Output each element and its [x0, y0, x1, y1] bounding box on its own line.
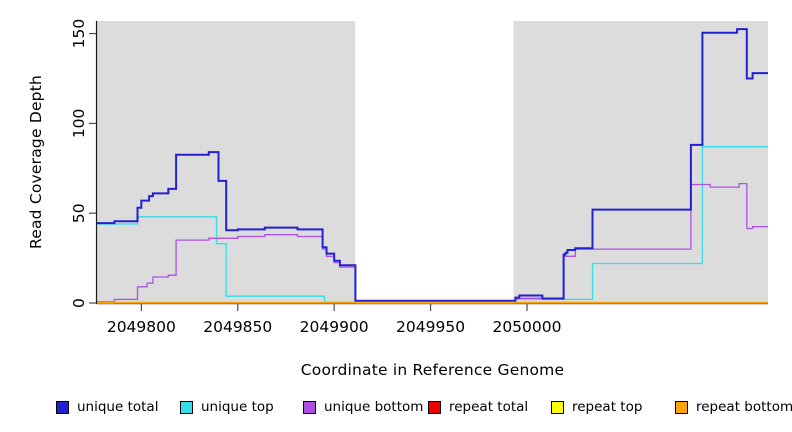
x-tick-label: 2050000 — [492, 318, 561, 336]
y-tick-label: 0 — [70, 298, 88, 308]
legend-label: unique total — [77, 399, 159, 415]
y-tick-label: 150 — [70, 19, 88, 49]
legend-label: unique bottom — [324, 399, 424, 415]
x-tick-label: 2049850 — [203, 318, 272, 336]
x-tick-label: 2049900 — [300, 318, 369, 336]
x-tick-label: 2049800 — [107, 318, 176, 336]
legend-swatch-repeat-total — [428, 400, 441, 414]
legend-item-repeat-bottom: repeat bottom — [675, 399, 792, 415]
y-axis-title: Read Coverage Depth — [27, 74, 45, 250]
legend-swatch-unique-total — [56, 400, 69, 414]
legend-item-unique-total: unique total — [56, 399, 158, 415]
legend-label: repeat total — [449, 399, 529, 415]
legend-swatch-unique-top — [180, 400, 193, 414]
x-tick-label: 2049950 — [396, 318, 465, 336]
legend-item-unique-bottom: unique bottom — [303, 399, 423, 415]
y-tick-label: 100 — [70, 109, 88, 139]
background-region-unique-region-right — [513, 21, 768, 303]
legend-item-unique-top: unique top — [180, 399, 274, 415]
legend-label: repeat top — [572, 399, 643, 415]
background-region-repeat-gap — [355, 21, 514, 303]
y-tick-label: 50 — [70, 203, 88, 223]
legend-swatch-repeat-bottom — [675, 400, 688, 414]
legend-label: repeat bottom — [696, 399, 792, 415]
series-unique-total-line — [97, 28, 768, 302]
legend-label: unique top — [201, 399, 274, 415]
legend-item-repeat-total: repeat total — [428, 399, 528, 415]
legend-item-repeat-top: repeat top — [551, 399, 642, 415]
legend-swatch-repeat-top — [551, 400, 564, 414]
x-axis-title: Coordinate in Reference Genome — [300, 361, 565, 379]
legend-swatch-unique-bottom — [303, 400, 316, 414]
